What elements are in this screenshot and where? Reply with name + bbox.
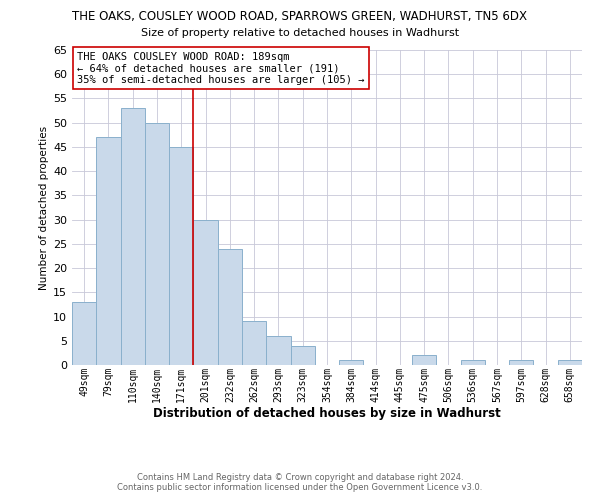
Bar [218, 248, 242, 365]
Bar [266, 336, 290, 365]
Bar [193, 220, 218, 365]
Bar [121, 108, 145, 365]
Bar [242, 322, 266, 365]
X-axis label: Distribution of detached houses by size in Wadhurst: Distribution of detached houses by size … [153, 407, 501, 420]
Text: Contains HM Land Registry data © Crown copyright and database right 2024.
Contai: Contains HM Land Registry data © Crown c… [118, 473, 482, 492]
Text: THE OAKS, COUSLEY WOOD ROAD, SPARROWS GREEN, WADHURST, TN5 6DX: THE OAKS, COUSLEY WOOD ROAD, SPARROWS GR… [73, 10, 527, 23]
Y-axis label: Number of detached properties: Number of detached properties [39, 126, 49, 290]
Text: Size of property relative to detached houses in Wadhurst: Size of property relative to detached ho… [141, 28, 459, 38]
Bar [96, 137, 121, 365]
Bar [509, 360, 533, 365]
Bar [558, 360, 582, 365]
Bar [412, 356, 436, 365]
Bar [461, 360, 485, 365]
Bar [72, 302, 96, 365]
Bar [290, 346, 315, 365]
Bar [339, 360, 364, 365]
Bar [145, 122, 169, 365]
Text: THE OAKS COUSLEY WOOD ROAD: 189sqm
← 64% of detached houses are smaller (191)
35: THE OAKS COUSLEY WOOD ROAD: 189sqm ← 64%… [77, 52, 365, 85]
Bar [169, 147, 193, 365]
